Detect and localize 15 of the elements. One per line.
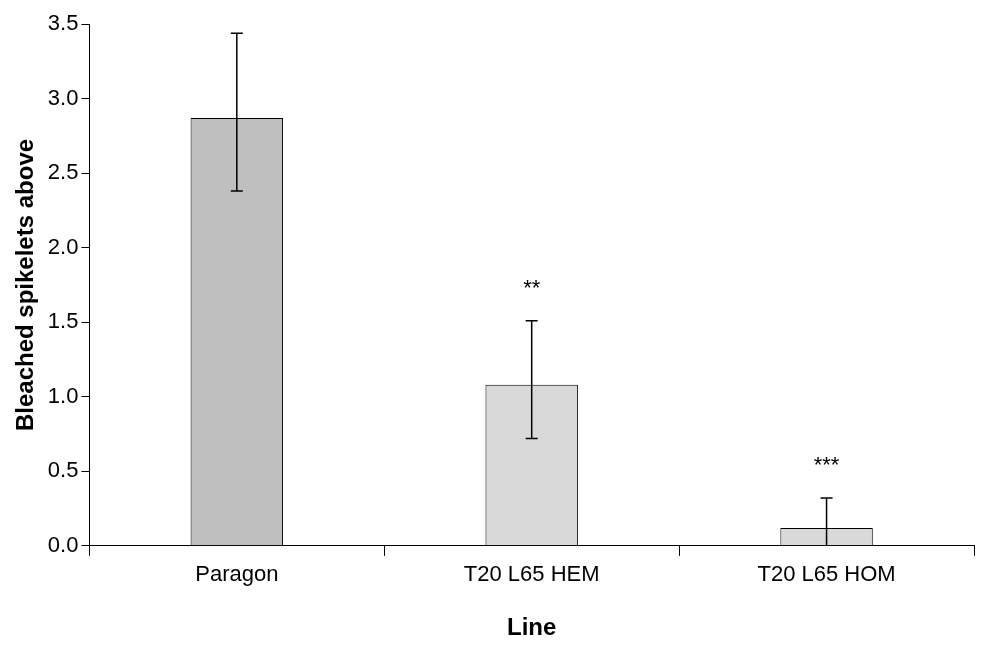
y-tick-label: 2.0 (47, 233, 79, 259)
y-axis-title: Bleached spikelets above (11, 138, 39, 432)
annotation: ** (523, 274, 541, 300)
annotation: *** (813, 452, 840, 478)
x-axis-title: Line (507, 613, 557, 641)
y-tick-label: 1.5 (47, 308, 79, 334)
y-tick-label: 3.0 (47, 84, 79, 110)
y-tick-label: 0.5 (47, 457, 79, 483)
x-tick-label: T20 L65 HOM (757, 561, 896, 587)
y-tick-label: 2.5 (47, 159, 79, 185)
y-tick-label: 3.5 (47, 10, 79, 36)
x-tick-label: T20 L65 HEM (463, 561, 600, 587)
y-tick-label: 0.0 (47, 531, 79, 557)
y-tick-label: 1.0 (47, 382, 79, 408)
x-tick-label: Paragon (195, 561, 279, 587)
